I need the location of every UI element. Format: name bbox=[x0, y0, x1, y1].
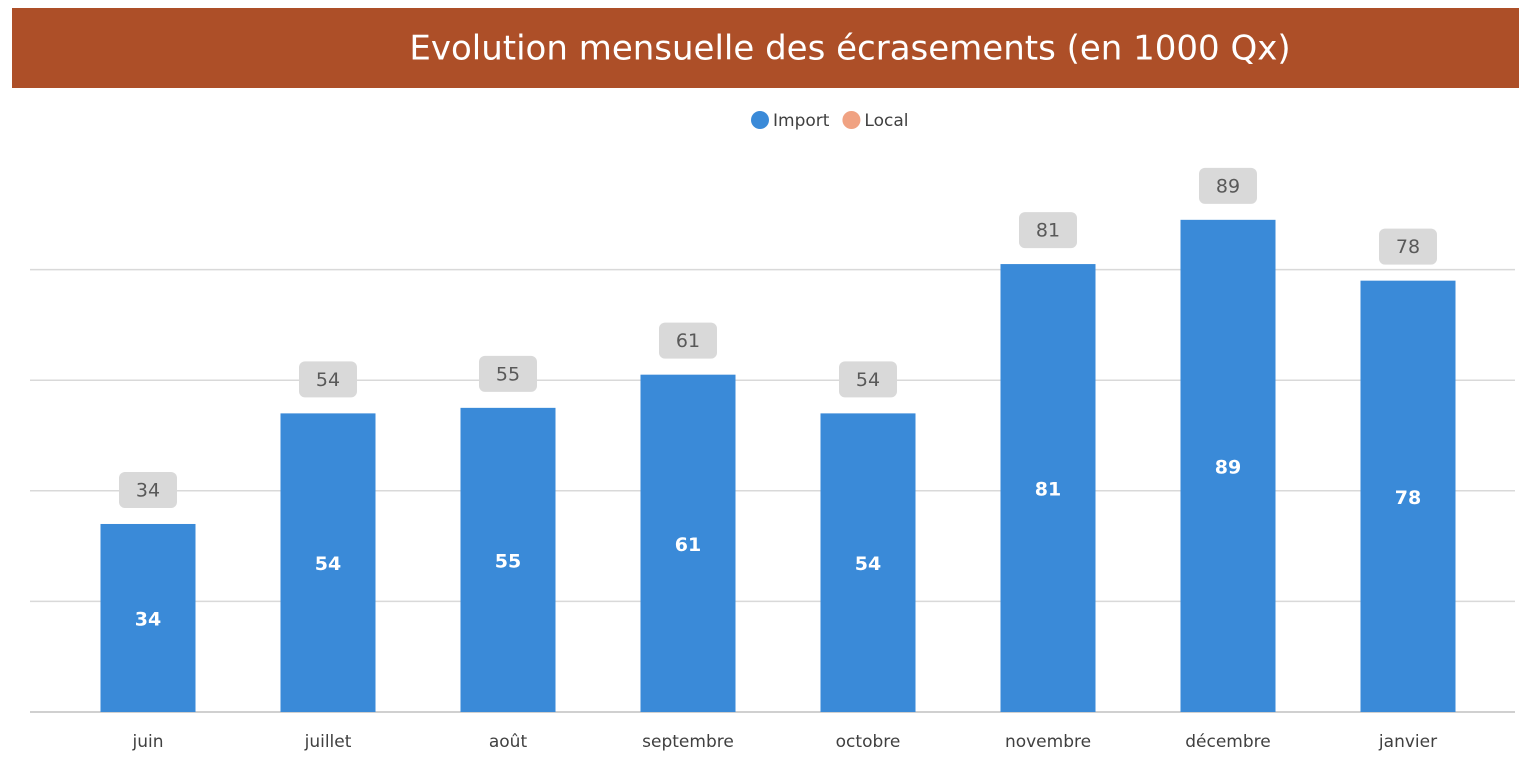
bar-value-label: 61 bbox=[675, 534, 701, 556]
bar-top-label: 78 bbox=[1396, 236, 1420, 258]
label-box bbox=[1019, 212, 1077, 249]
label-box bbox=[119, 471, 177, 508]
bar-top-label: 89 bbox=[1216, 175, 1240, 197]
title-banner bbox=[12, 8, 1519, 88]
label-box bbox=[1379, 228, 1437, 265]
bar bbox=[460, 407, 556, 712]
bar bbox=[280, 413, 376, 712]
x-tick-label: juillet bbox=[304, 732, 352, 752]
x-tick-label: octobre bbox=[836, 732, 901, 752]
bar-value-label: 54 bbox=[315, 553, 341, 575]
bar-value-label: 55 bbox=[495, 550, 521, 572]
bar-value-label: 81 bbox=[1035, 479, 1061, 501]
bar-value-label: 78 bbox=[1395, 487, 1421, 509]
bar-value-label: 34 bbox=[135, 608, 161, 630]
bar-top-label: 61 bbox=[676, 330, 700, 352]
bar-top-label: 54 bbox=[856, 369, 880, 391]
bar-top-label: 34 bbox=[136, 479, 160, 501]
bar bbox=[1360, 280, 1456, 712]
x-tick-label: décembre bbox=[1185, 732, 1270, 752]
bar-top-label: 54 bbox=[316, 369, 340, 391]
legend-swatch bbox=[751, 111, 769, 129]
x-tick-label: janvier bbox=[1378, 732, 1437, 752]
chart-title: Evolution mensuelle des écrasements (en … bbox=[409, 29, 1290, 69]
bar bbox=[640, 374, 736, 712]
bar-top-label: 81 bbox=[1036, 220, 1060, 242]
x-tick-label: septembre bbox=[642, 732, 734, 752]
label-box bbox=[1199, 167, 1257, 204]
bar-value-label: 54 bbox=[855, 553, 881, 575]
legend-swatch bbox=[842, 111, 861, 129]
bar-top-label: 55 bbox=[496, 363, 520, 385]
bar bbox=[820, 413, 916, 712]
bar bbox=[1000, 264, 1096, 712]
legend-label: Local bbox=[864, 111, 908, 131]
legend-label: Import bbox=[773, 111, 830, 131]
x-tick-label: juin bbox=[132, 732, 164, 752]
x-tick-label: août bbox=[489, 732, 528, 752]
label-box bbox=[299, 361, 357, 398]
label-box bbox=[839, 361, 897, 398]
bar bbox=[100, 523, 196, 712]
bar bbox=[1180, 219, 1276, 712]
x-tick-label: novembre bbox=[1005, 732, 1091, 752]
label-box bbox=[659, 322, 717, 359]
label-box bbox=[479, 355, 537, 392]
bar-value-label: 89 bbox=[1215, 456, 1241, 478]
